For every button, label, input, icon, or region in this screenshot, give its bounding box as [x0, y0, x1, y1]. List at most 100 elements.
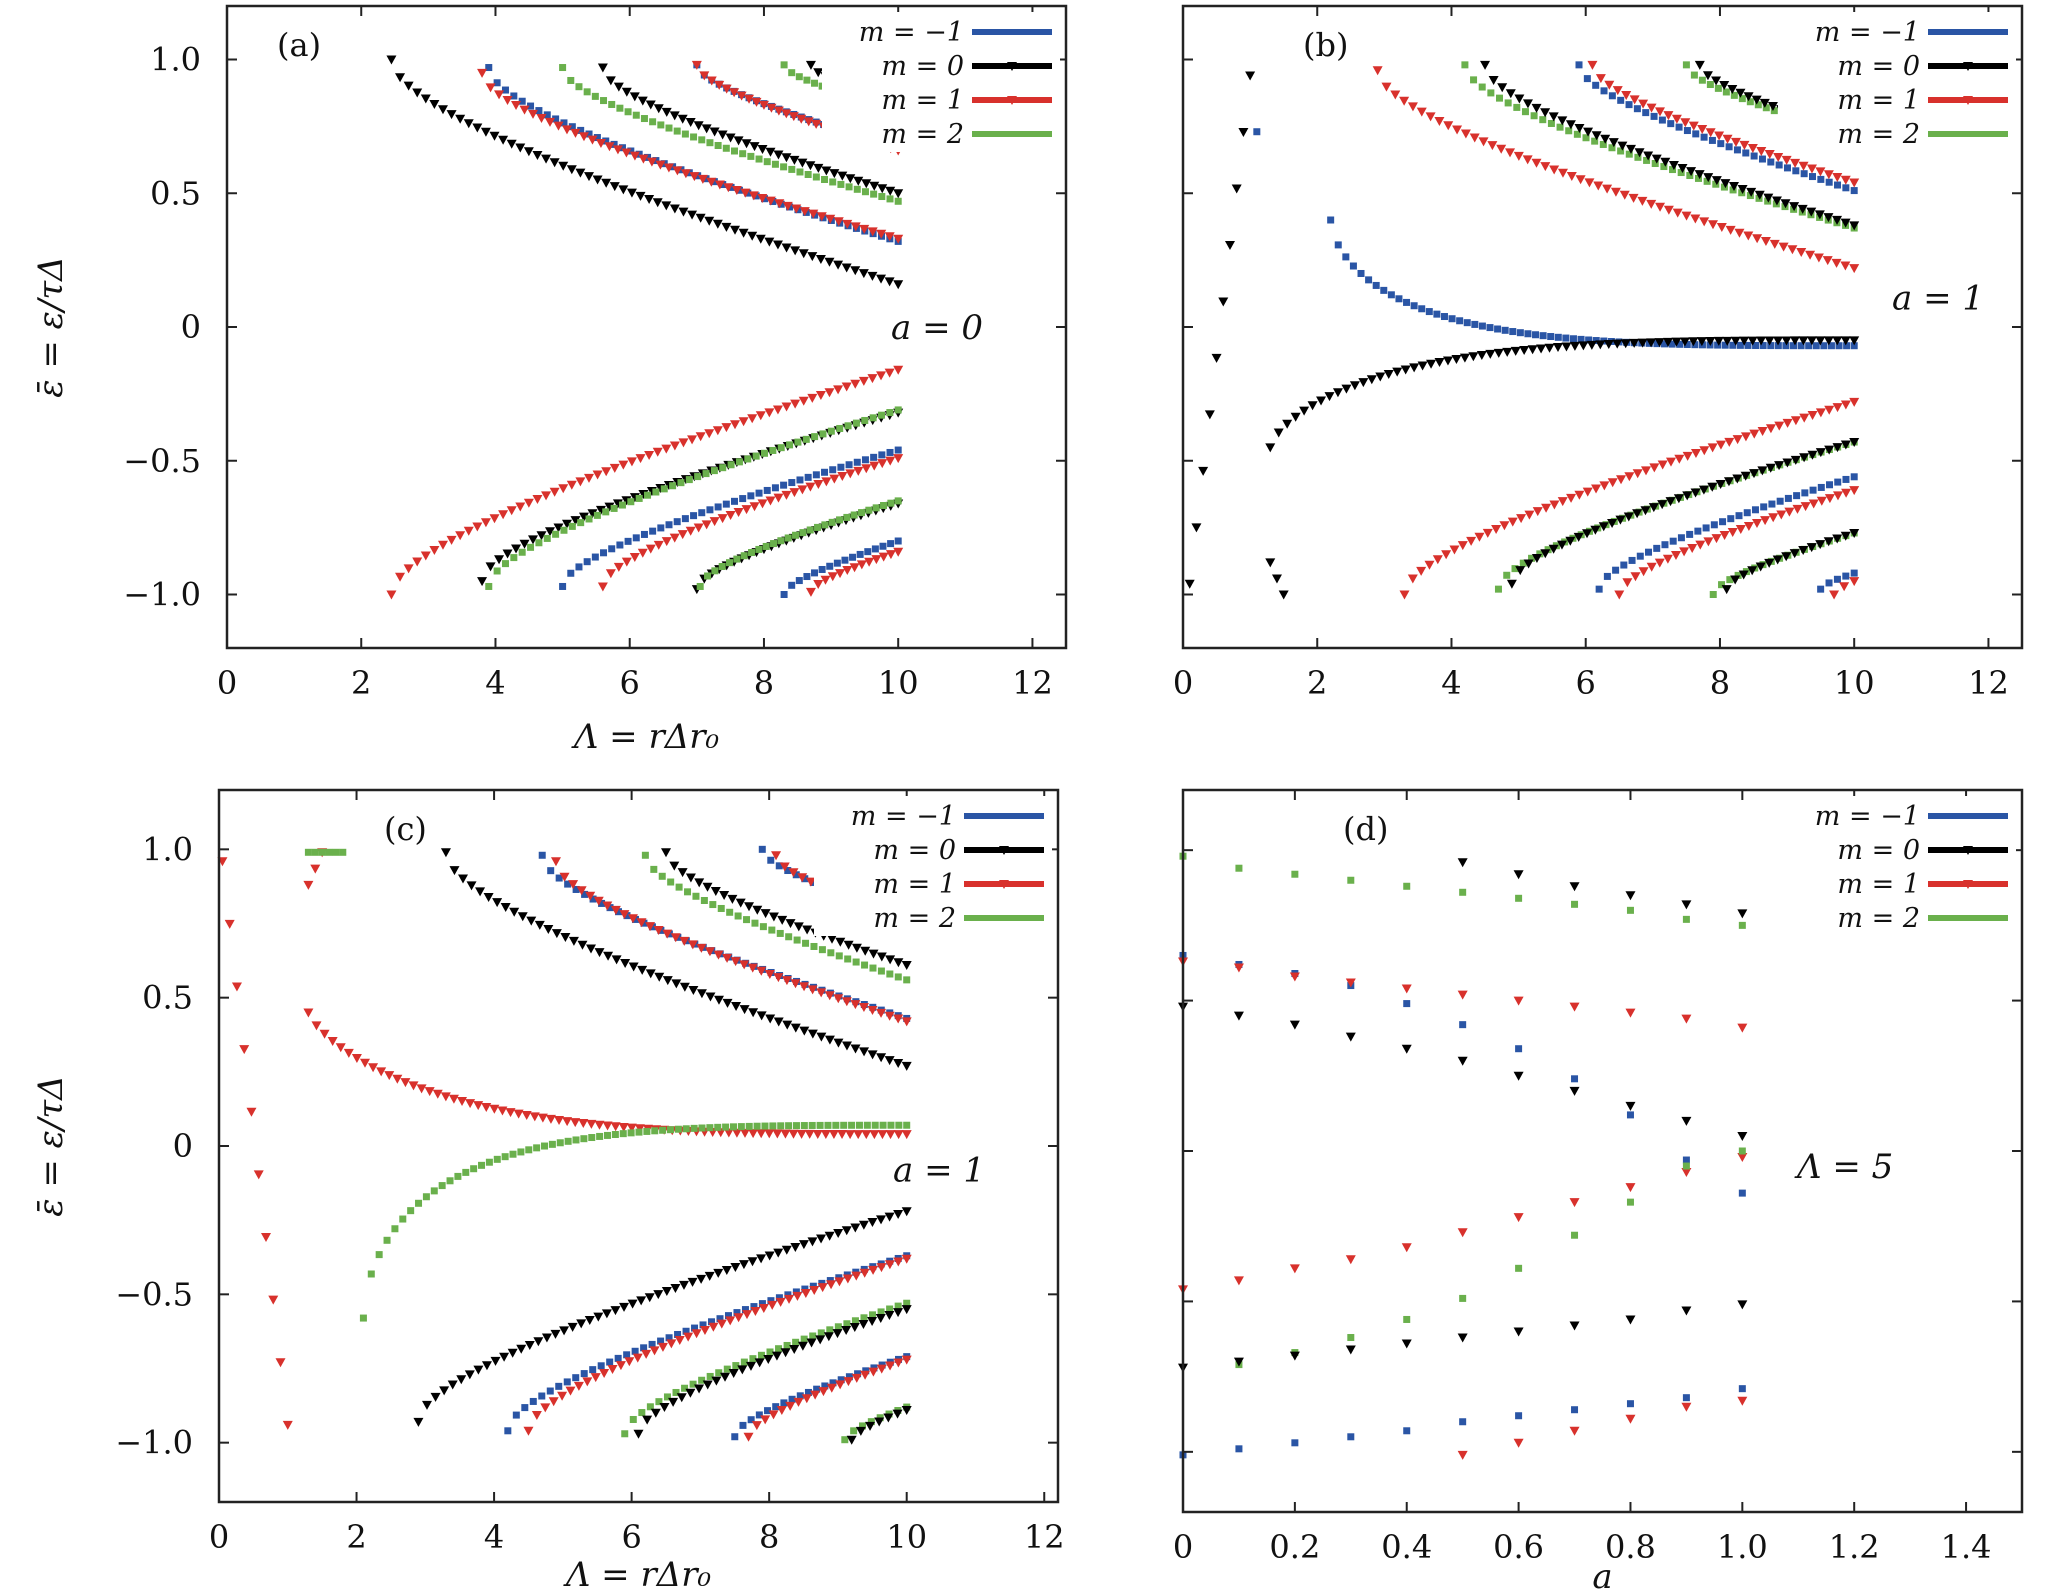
- data-point-m0: [1764, 558, 1775, 568]
- data-point-m0: [744, 902, 755, 912]
- data-point-mneg1: [1682, 1394, 1690, 1402]
- data-point-mneg1: [1843, 342, 1851, 350]
- data-point-m0: [781, 1245, 792, 1255]
- data-point-mneg1: [1801, 489, 1809, 497]
- data-point-m2: [1762, 104, 1770, 112]
- data-point-m0: [850, 1044, 861, 1054]
- branch-mneg1: [559, 446, 902, 590]
- data-point-m2: [1459, 888, 1467, 896]
- data-point-m1: [851, 1271, 862, 1281]
- branch-mneg1: [780, 537, 902, 598]
- data-point-m1: [408, 1081, 419, 1091]
- data-point-m0: [1290, 412, 1301, 422]
- data-point-m2: [694, 473, 702, 481]
- data-point-mneg1: [747, 1416, 755, 1424]
- data-point-m0: [1289, 1020, 1300, 1030]
- data-point-m1: [1401, 1243, 1412, 1253]
- data-point-m1: [1680, 118, 1691, 128]
- data-point-m0: [829, 169, 840, 179]
- data-point-m1: [678, 438, 689, 448]
- legend-label: m = 1: [873, 869, 956, 900]
- branch-m2: [621, 1299, 911, 1438]
- data-point-mneg1: [529, 1397, 537, 1405]
- data-point-m0: [422, 1400, 433, 1410]
- data-point-mneg1: [1692, 130, 1700, 138]
- data-point-m0: [841, 1326, 852, 1336]
- data-point-m0: [756, 1011, 767, 1021]
- data-point-mneg1: [1805, 342, 1813, 350]
- data-point-m0: [587, 509, 598, 519]
- data-point-m0: [1561, 342, 1572, 352]
- legend-item-m2: m = 2: [1837, 903, 2008, 934]
- data-point-m1: [1751, 519, 1762, 529]
- data-point-mneg1: [1729, 341, 1737, 349]
- data-point-m1: [1587, 60, 1598, 70]
- data-point-m1: [1625, 1008, 1636, 1018]
- data-point-m1: [1629, 95, 1640, 105]
- data-point-m0: [585, 944, 596, 954]
- data-point-m2: [793, 936, 801, 944]
- data-point-m1: [1466, 536, 1477, 546]
- data-point-m0: [644, 195, 655, 205]
- data-point-mneg1: [1842, 184, 1850, 192]
- data-point-mneg1: [1603, 572, 1611, 580]
- data-point-m0: [1738, 570, 1749, 580]
- data-point-mneg1: [485, 64, 493, 72]
- data-point-m2: [739, 150, 747, 158]
- data-point-m1: [741, 505, 752, 515]
- data-point-m1: [578, 1119, 589, 1129]
- data-point-m1: [1532, 507, 1543, 517]
- data-point-m0: [1654, 338, 1665, 348]
- data-point-m2: [470, 1165, 478, 1173]
- data-point-m1: [772, 405, 783, 415]
- data-point-mneg1: [1809, 173, 1817, 181]
- data-point-m0: [1772, 555, 1783, 565]
- data-point-m2: [567, 76, 575, 84]
- data-point-m0: [561, 519, 572, 529]
- data-point-m2: [556, 1139, 564, 1147]
- data-point-m2: [852, 958, 860, 966]
- data-point-m1: [809, 1286, 820, 1296]
- data-point-mneg1: [714, 503, 722, 511]
- data-point-m0: [550, 1329, 561, 1339]
- data-point-m0: [785, 919, 796, 929]
- data-point-m1: [842, 1274, 853, 1284]
- data-point-m0: [797, 158, 808, 168]
- data-point-mneg1: [493, 79, 501, 87]
- data-point-m1: [1711, 534, 1722, 544]
- data-point-m2: [517, 1148, 525, 1156]
- data-point-m2: [827, 427, 835, 435]
- data-point-m0: [592, 175, 603, 185]
- data-point-m1: [835, 569, 846, 579]
- data-point-m1: [1540, 162, 1551, 172]
- data-point-m0: [1476, 351, 1487, 361]
- data-point-m1: [602, 901, 613, 911]
- data-point-m1: [618, 460, 629, 470]
- data-point-m0: [440, 848, 451, 858]
- data-point-m0: [494, 555, 505, 565]
- data-point-m0: [833, 1038, 844, 1048]
- data-point-m0: [1668, 160, 1679, 170]
- series-m0: [1457, 858, 1748, 919]
- data-point-mneg1: [677, 166, 685, 174]
- data-point-m1: [1714, 131, 1725, 141]
- data-point-m0: [730, 1263, 741, 1273]
- data-point-mneg1: [610, 140, 618, 148]
- data-point-m0: [1756, 336, 1767, 346]
- data-point-m0: [711, 1376, 722, 1386]
- data-point-mneg1: [1626, 1400, 1634, 1408]
- data-point-m2: [659, 1126, 667, 1134]
- data-point-m0: [1612, 339, 1623, 349]
- branch-m0: [1721, 528, 1860, 595]
- data-point-mneg1: [780, 481, 788, 489]
- legend-marker: [1963, 96, 1973, 105]
- data-point-m0: [1544, 343, 1555, 353]
- data-point-m1: [1531, 158, 1542, 168]
- data-point-m2: [635, 1128, 643, 1136]
- data-point-mneg1: [640, 919, 648, 927]
- data-point-m1: [465, 1099, 476, 1109]
- data-point-m1: [559, 872, 570, 882]
- data-point-m2: [903, 976, 911, 984]
- data-point-m0: [553, 523, 564, 533]
- data-point-mneg1: [624, 537, 632, 545]
